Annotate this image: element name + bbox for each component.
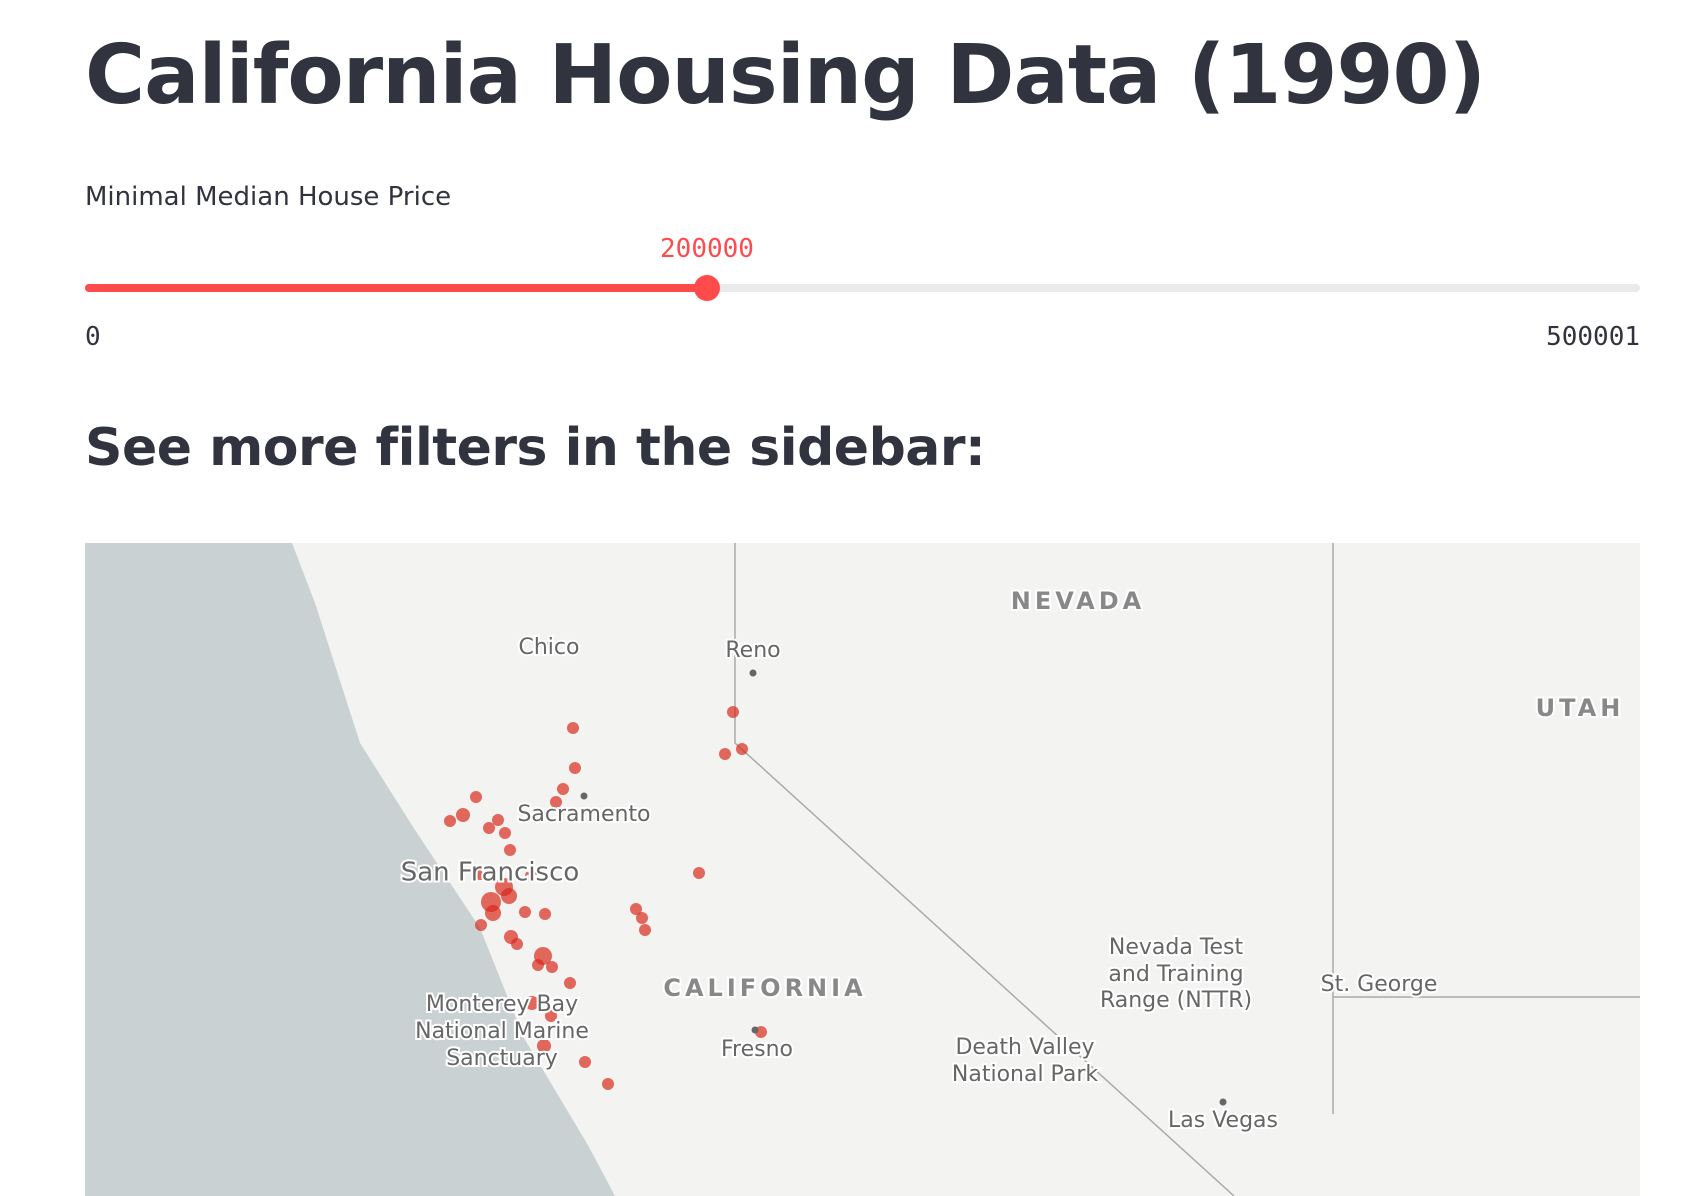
map-label: Sanctuary: [446, 1046, 558, 1071]
map-label: National Marine: [415, 1019, 589, 1044]
city-dots: [580, 669, 1227, 1106]
slider-label: Minimal Median House Price: [85, 182, 452, 212]
map-label: Monterey Bay: [426, 992, 578, 1017]
state-borders: [734, 543, 1640, 1196]
map-label: Las Vegas: [1168, 1108, 1278, 1133]
map-label: Sacramento: [517, 802, 650, 827]
map-label: CALIFORNIA: [663, 974, 866, 1002]
map-label: Death Valley: [955, 1035, 1094, 1060]
map-label: UTAH: [1536, 694, 1625, 722]
map-label: Range (NTTR): [1100, 988, 1252, 1013]
slider[interactable]: [0, 270, 1704, 306]
map-label: National Park: [952, 1062, 1098, 1087]
slider-min: 0: [85, 322, 101, 352]
page-title: California Housing Data (1990): [85, 28, 1486, 123]
map-label: San Francisco: [401, 858, 580, 888]
map-label: St. George: [1321, 972, 1438, 997]
subheading: See more filters in the sidebar:: [85, 418, 986, 478]
slider-fill: [85, 284, 707, 292]
slider-value: 200000: [660, 234, 754, 264]
map-label: Fresno: [721, 1037, 793, 1062]
map-label: NEVADA: [1011, 587, 1146, 615]
ocean: [85, 543, 615, 1196]
map[interactable]: NEVADA UTAH Chico Reno Sacramento San Fr…: [85, 543, 1640, 1196]
map-label: Nevada Test: [1109, 935, 1244, 960]
map-label: Reno: [725, 638, 780, 663]
slider-thumb[interactable]: [693, 275, 720, 301]
slider-max: 500001: [1546, 322, 1640, 352]
map-label: and Training: [1108, 962, 1243, 987]
map-label: Chico: [519, 635, 580, 660]
